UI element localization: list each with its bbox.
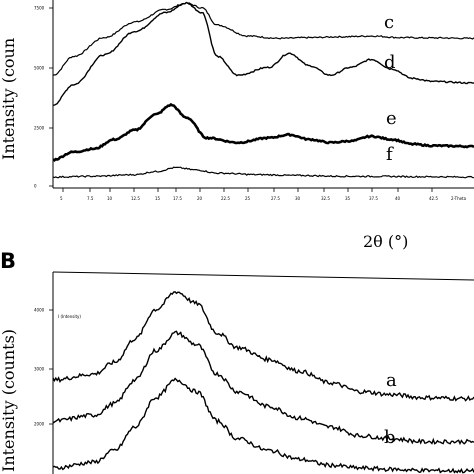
series-label-f: f — [386, 144, 394, 165]
series-label-e: e — [386, 108, 397, 129]
trace-f — [52, 166, 474, 179]
x-tick-label: 7.5 — [87, 196, 94, 201]
trace-b — [52, 330, 474, 446]
y-tick-label: 2000 — [34, 422, 45, 427]
panel-a-corner-label: 2-Theta — [451, 196, 467, 201]
x-tick-label: 27.5 — [271, 196, 280, 201]
panel-a: Intensity (coun 5 7.5 10 12.5 15 17.5 20 22.5 25… — [0, 0, 474, 251]
panel-b-corner-label: I (Intensity) — [58, 314, 81, 319]
panel-b-y-axis-label: Intensity (counts) — [0, 329, 18, 472]
x-tick-label: 22.5 — [221, 196, 230, 201]
series-label-c: c — [384, 12, 394, 33]
x-tick-label: 17.5 — [173, 196, 182, 201]
y-tick-label: 7500 — [34, 6, 45, 11]
trace-c — [52, 1, 474, 76]
x-tick-label: 32.5 — [321, 196, 330, 201]
panel-b-label: B — [0, 249, 16, 273]
panel-a-y-ticks: 0 2500 5000 7500 — [34, 6, 53, 189]
trace-d — [52, 1, 474, 106]
trace-series-3 — [52, 377, 474, 474]
x-tick-label: 30 — [295, 196, 301, 201]
panel-b: B Intensity (counts) 4000 3000 2000 I (Int… — [0, 249, 474, 474]
panel-a-y-axis-label: Intensity (coun — [0, 38, 18, 160]
x-tick-label: 42.5 — [429, 196, 438, 201]
x-tick-label: 20 — [197, 196, 203, 201]
x-tick-label: 37.5 — [369, 196, 378, 201]
panel-b-traces — [52, 291, 474, 474]
series-label-a: a — [386, 370, 397, 391]
panel-b-series-labels: ab — [384, 370, 397, 448]
series-label-d: d — [384, 52, 396, 73]
x-tick-label: 10 — [107, 196, 113, 201]
panel-a-x-axis-label: 2θ (°) — [363, 232, 408, 251]
panel-a-traces — [52, 1, 474, 179]
y-tick-label: 2500 — [34, 126, 45, 131]
panel-a-x-ticks: 5 7.5 10 12.5 15 17.5 20 22.5 25 27.5 30 32.5 35 37.5… — [60, 188, 438, 201]
y-tick-label: 0 — [34, 184, 37, 189]
x-tick-label: 40 — [395, 196, 401, 201]
panel-b-y-ticks: 4000 3000 2000 — [34, 308, 53, 427]
x-tick-label: 25 — [245, 196, 251, 201]
x-tick-label: 35 — [345, 196, 351, 201]
x-tick-label: 12.5 — [131, 196, 140, 201]
y-tick-label: 4000 — [34, 308, 45, 313]
trace-a — [52, 291, 474, 402]
trace-e — [52, 102, 474, 162]
panel-b-top-border — [52, 271, 474, 281]
series-label-b: b — [384, 427, 396, 448]
y-tick-label: 5000 — [34, 66, 45, 71]
panel-a-series-labels: cd ef — [384, 12, 397, 165]
x-tick-label: 5 — [60, 196, 63, 201]
y-tick-label: 3000 — [34, 367, 45, 372]
x-tick-label: 15 — [155, 196, 161, 201]
